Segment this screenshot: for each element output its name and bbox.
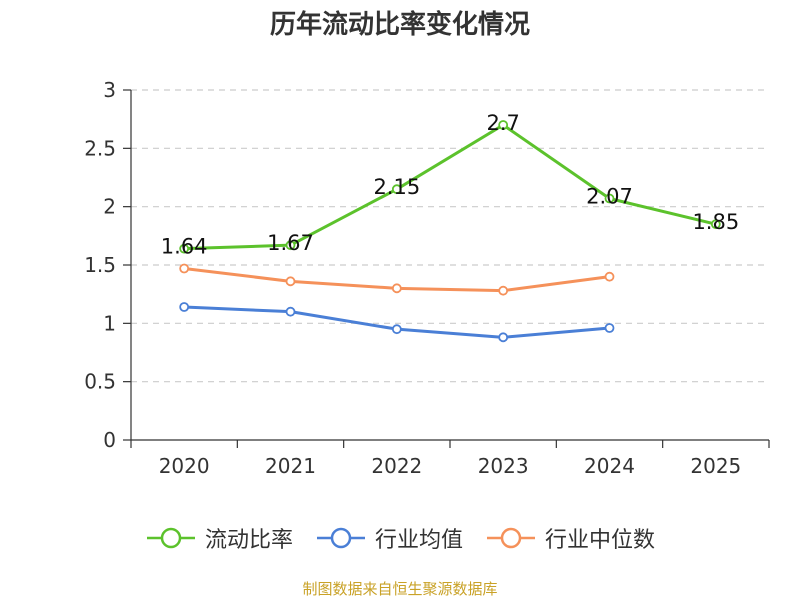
x-tick-label: 2020 [159,454,210,478]
y-tick-label: 1.5 [84,253,116,277]
data-label: 1.67 [267,231,314,255]
data-point [710,219,721,230]
x-tick-label: 2024 [584,454,635,478]
data-point [285,306,296,317]
data-point [498,332,509,343]
data-label-layer: 1.64 1.67 2.15 2.7 2.07 1.85 [161,111,739,259]
y-tick-label: 2 [103,195,116,219]
legend-industry-median-icon [487,527,535,549]
legend-label: 行业中位数 [545,528,656,553]
axis-layer: 0 0.5 1 1.5 2 2.5 3 2020 2021 2022 2023 2024 2025 [84,78,770,478]
legend-current-ratio-icon [146,527,195,549]
data-point [179,302,190,312]
legend: 流动比率 行业均值 行业中位数 [0,520,800,556]
x-tick-label: 2022 [371,454,422,478]
data-point [391,283,402,294]
y-tick-label: 3 [103,78,116,102]
legend-label: 流动比率 [204,528,293,553]
chart-title: 历年流动比率变化情况 [269,10,530,40]
source-note: 制图数据来自恒生聚源数据库 [302,580,498,598]
data-point [285,276,296,287]
y-tick-label: 0.5 [84,370,116,394]
data-label: 1.64 [161,235,208,259]
data-point [285,240,296,251]
data-point [498,285,509,296]
data-point [179,263,190,274]
data-point [391,184,402,195]
series-layer [179,120,721,343]
data-label: 1.85 [692,210,739,234]
data-label: 2.15 [373,175,420,199]
data-point [604,323,615,333]
x-tick-label: 2023 [478,454,529,478]
data-point [604,271,615,282]
data-point [498,120,509,130]
y-tick-label: 1 [103,311,116,335]
y-tick-label: 2.5 [84,136,116,160]
legend-item-industry-mean[interactable]: 行业均值 [315,522,463,554]
data-point [391,324,402,335]
y-tick-label: 0 [103,428,116,452]
data-label: 2.7 [486,111,519,135]
legend-item-industry-median[interactable]: 行业中位数 [485,522,655,554]
data-label: 2.07 [586,185,633,209]
legend-label: 行业均值 [374,528,463,553]
x-tick-label: 2021 [265,454,316,478]
data-point [179,243,190,254]
x-tick-label: 2025 [690,454,741,478]
series-line [184,123,717,251]
legend-industry-mean-icon [316,527,365,549]
legend-item-current-ratio[interactable]: 流动比率 [145,522,293,554]
data-point [604,193,615,204]
grid-layer [131,89,769,383]
